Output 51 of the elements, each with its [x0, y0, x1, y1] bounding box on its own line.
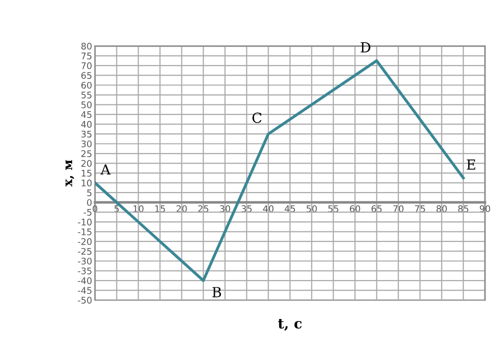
y-tick-label: 75 — [81, 52, 92, 60]
y-tick-label: -5 — [84, 208, 92, 216]
y-tick-label: 5 — [87, 189, 92, 196]
annotation: C — [252, 112, 262, 124]
y-tick-label: -30 — [78, 258, 92, 265]
x-tick-label: 80 — [436, 205, 447, 212]
y-tick-label: -40 — [78, 277, 92, 284]
y-tick-label: 25 — [81, 150, 92, 158]
y-tick-label: 40 — [81, 120, 92, 128]
y-axis-title: x, м — [66, 160, 74, 187]
y-tick-label: 65 — [81, 72, 92, 79]
y-tick-label: -50 — [78, 296, 92, 304]
x-axis-title: t, c — [278, 318, 302, 331]
y-tick-label: 0 — [87, 199, 92, 206]
y-tick-label: 20 — [81, 160, 92, 167]
y-tick-label: -10 — [78, 218, 92, 226]
x-tick-label: 75 — [414, 205, 425, 212]
x-tick-label: 30 — [220, 205, 230, 212]
x-tick-label: 55 — [328, 205, 338, 212]
annotation: D — [360, 42, 370, 52]
y-tick-label: 15 — [82, 170, 92, 177]
y-tick-label: 30 — [81, 140, 92, 148]
x-tick-label: 50 — [306, 205, 317, 212]
y-tick-label: 70 — [81, 62, 92, 70]
y-tick-label: 60 — [81, 82, 92, 89]
x-tick-label: 15 — [155, 205, 165, 212]
annotation: E — [466, 159, 476, 170]
x-tick-label: 45 — [284, 205, 295, 212]
y-tick-label: -15 — [78, 228, 92, 236]
x-tick-label: 40 — [263, 205, 274, 212]
y-tick-label: 50 — [81, 101, 92, 108]
y-tick-label: 10 — [82, 180, 92, 186]
y-tick-label: 80 — [81, 42, 92, 50]
y-tick-label: -45 — [78, 287, 92, 294]
y-tick-label: 35 — [81, 130, 92, 138]
x-tick-label: 25 — [198, 205, 208, 212]
x-tick-label: 70 — [393, 205, 404, 212]
x-tick-label: 35 — [242, 205, 252, 212]
y-tick-label: -20 — [78, 238, 92, 246]
x-tick-label: 65 — [372, 205, 382, 212]
annotation: B — [212, 287, 222, 298]
y-tick-label: -25 — [78, 248, 92, 255]
x-tick-label: 5 — [114, 205, 119, 212]
y-tick-label: -35 — [78, 267, 92, 274]
x-tick-label: 20 — [176, 205, 187, 212]
y-tick-label: 45 — [81, 111, 92, 118]
x-tick-label: 85 — [458, 205, 468, 212]
y-tick-label: 55 — [81, 92, 92, 98]
x-tick-label: 10 — [134, 205, 144, 212]
x-tick-label: 60 — [350, 205, 360, 212]
annotation: A — [100, 164, 111, 174]
